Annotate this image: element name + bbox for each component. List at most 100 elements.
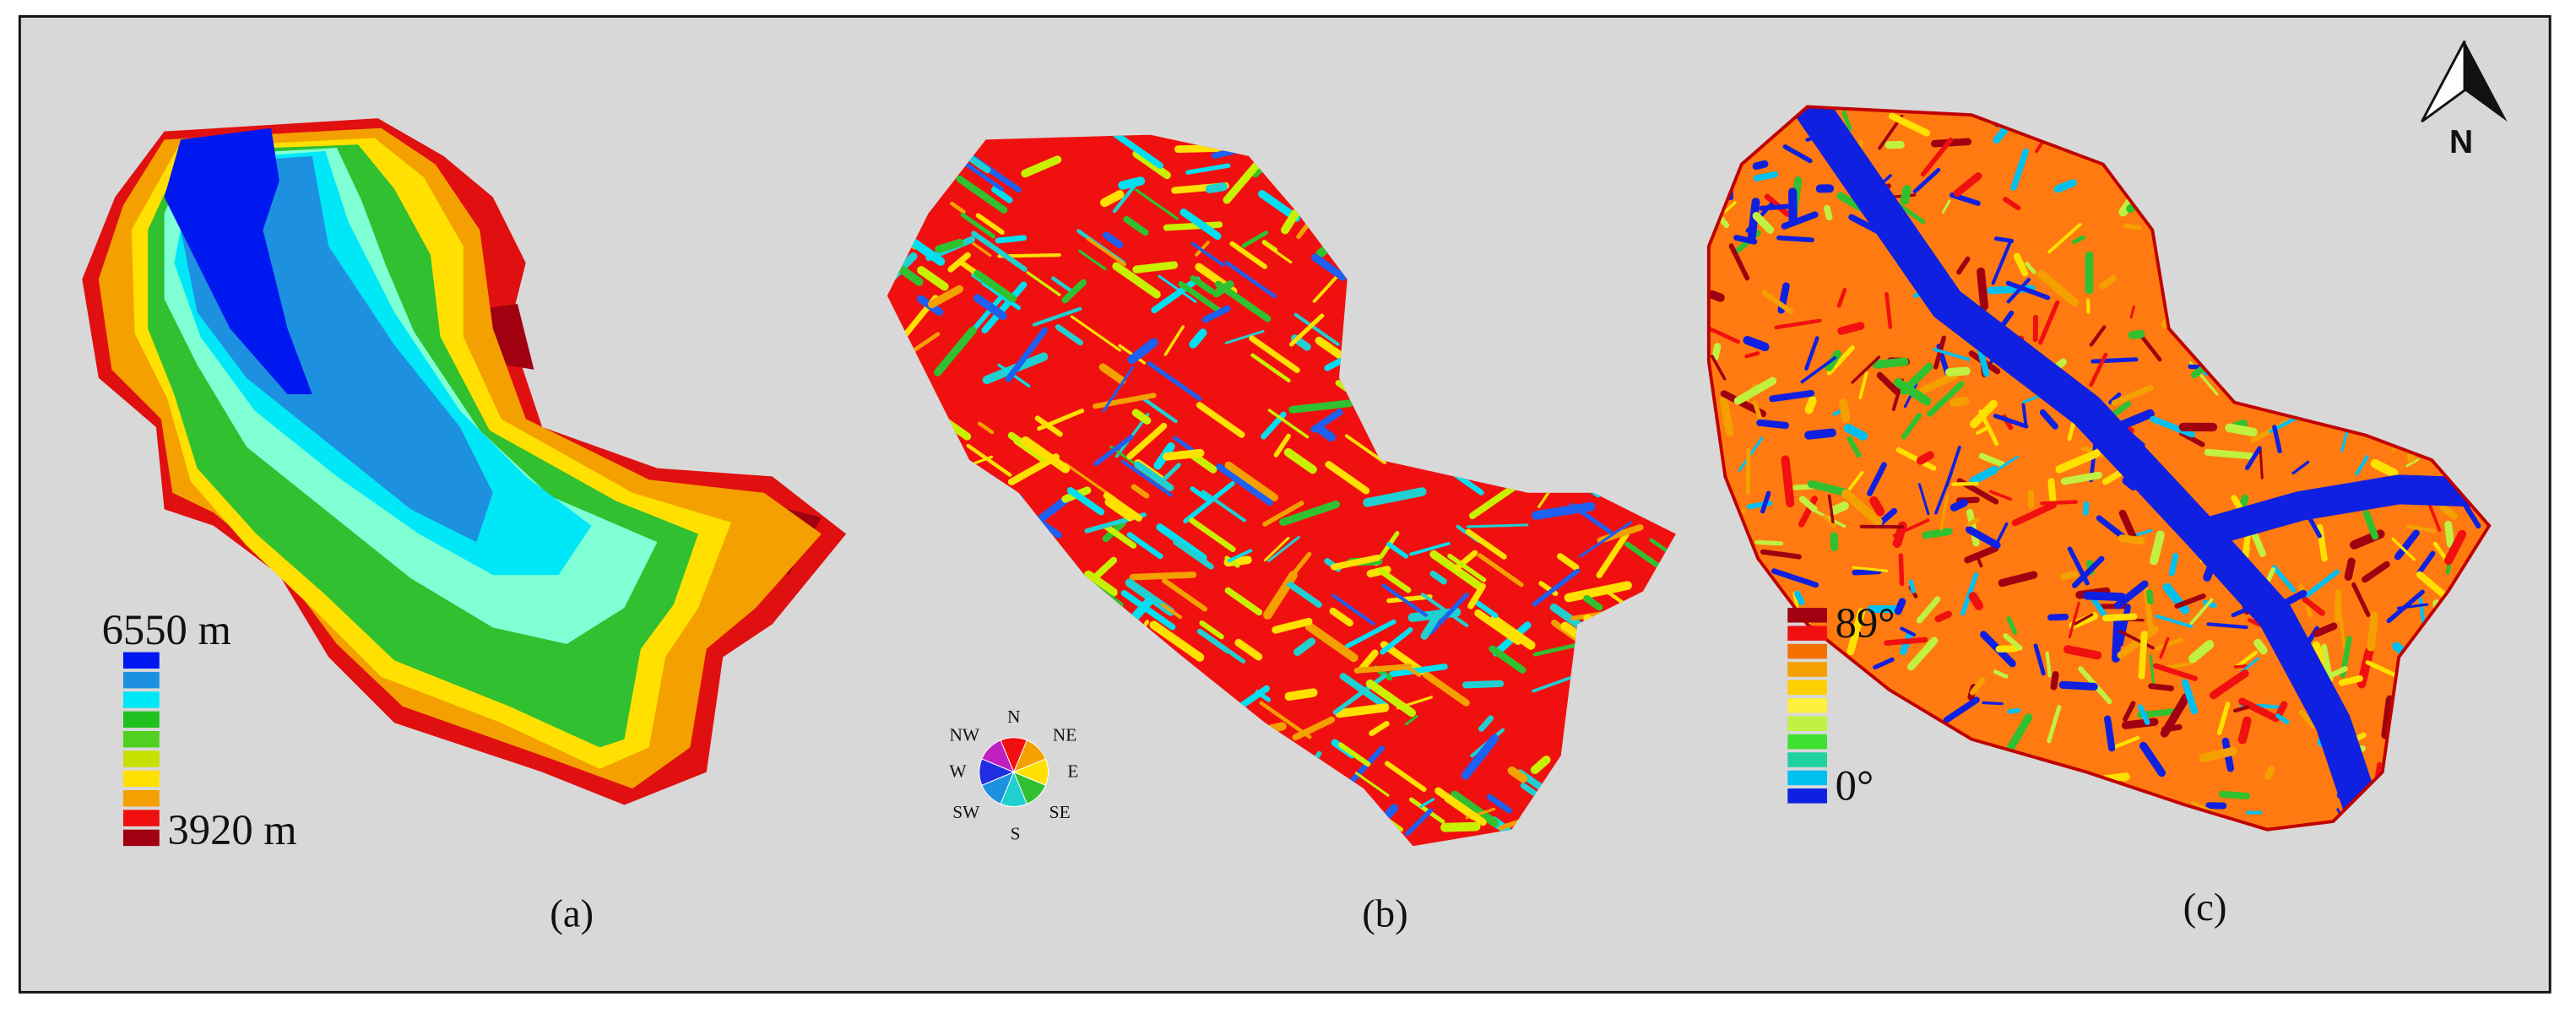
texture xyxy=(2050,671,2059,691)
texture xyxy=(1895,202,1926,225)
texture xyxy=(1968,592,1984,610)
texture xyxy=(1858,371,1868,399)
texture xyxy=(1728,243,1750,281)
texture xyxy=(973,269,1017,303)
texture xyxy=(1843,424,1868,441)
texture xyxy=(1380,627,1413,655)
texture xyxy=(2123,701,2136,722)
wheel-labels: N NE E SE S SW W NW xyxy=(949,707,1078,843)
texture xyxy=(1163,448,1205,461)
texture xyxy=(2113,580,2149,609)
texture xyxy=(1344,619,1396,649)
texture xyxy=(1331,593,1375,626)
direction: E xyxy=(1067,761,1078,781)
texture xyxy=(1991,240,2012,285)
direction: SE xyxy=(1049,802,1071,822)
texture xyxy=(2137,704,2150,725)
texture xyxy=(2271,565,2297,593)
texture xyxy=(1131,409,1152,425)
texture xyxy=(1969,465,1998,485)
texture xyxy=(2443,529,2467,566)
texture xyxy=(1293,637,1316,656)
texture xyxy=(2272,425,2282,454)
texture xyxy=(1927,381,1965,417)
texture xyxy=(2150,415,2195,438)
texture xyxy=(1852,566,1889,572)
texture xyxy=(1953,172,1982,198)
texture xyxy=(2355,455,2369,476)
texture xyxy=(1876,371,1901,396)
texture xyxy=(1760,549,1802,560)
texture xyxy=(1733,376,1777,405)
texture xyxy=(2011,501,2057,527)
texture xyxy=(1465,528,1507,560)
wedge xyxy=(981,739,1015,773)
texture xyxy=(1158,274,1197,303)
texture xyxy=(1556,553,1580,571)
texture xyxy=(2129,305,2135,319)
texture xyxy=(935,238,964,253)
texture xyxy=(1708,326,1740,344)
texture xyxy=(1895,447,1937,471)
texture xyxy=(1205,182,1228,193)
texture xyxy=(1428,593,1469,636)
texture xyxy=(917,266,949,291)
texture xyxy=(1624,541,1666,572)
texture xyxy=(1941,199,1951,214)
texture xyxy=(1249,335,1300,373)
texture xyxy=(2111,617,2123,663)
texture xyxy=(1151,276,1201,314)
texture xyxy=(1943,696,1980,723)
texture xyxy=(2204,448,2254,460)
slope-outline xyxy=(1706,105,2492,832)
texture xyxy=(995,235,1028,244)
texture xyxy=(1807,479,1851,497)
texture xyxy=(1123,215,1149,236)
texture xyxy=(1916,451,1934,465)
texture xyxy=(1747,198,1760,241)
swatch xyxy=(122,730,160,748)
swatch xyxy=(1787,716,1827,731)
texture xyxy=(1129,572,1197,581)
texture xyxy=(2089,325,2107,347)
texture xyxy=(1872,357,1909,369)
texture xyxy=(1093,393,1157,409)
texture xyxy=(2013,252,2029,277)
swatch xyxy=(1787,680,1827,696)
texture xyxy=(1189,328,1207,349)
texture xyxy=(1906,637,1939,671)
texture xyxy=(2416,550,2436,575)
texture xyxy=(2149,654,2156,686)
texture xyxy=(2109,401,2132,419)
texture xyxy=(2101,613,2138,622)
texture xyxy=(1901,412,1923,440)
texture xyxy=(2047,222,2082,254)
texture xyxy=(1419,798,1435,809)
texture xyxy=(973,294,1007,321)
texture xyxy=(1794,590,1805,606)
texture xyxy=(2209,669,2249,700)
texture xyxy=(2036,269,2080,307)
texture xyxy=(1190,275,1215,295)
texture xyxy=(966,443,1012,477)
texture xyxy=(1440,821,1481,832)
texture xyxy=(1250,353,1291,383)
texture xyxy=(1836,287,1847,308)
texture xyxy=(1102,231,1124,249)
texture xyxy=(1912,167,1941,194)
texture xyxy=(2405,458,2420,468)
texture xyxy=(1288,313,1325,347)
texture xyxy=(1993,669,2009,679)
texture xyxy=(2161,723,2183,733)
texture xyxy=(1450,790,1500,827)
texture xyxy=(2005,280,2051,301)
texture xyxy=(1823,204,1833,221)
texture xyxy=(1183,480,1235,524)
texture xyxy=(1478,715,1494,732)
swatch xyxy=(122,711,160,729)
texture xyxy=(1507,766,1527,783)
texture xyxy=(1978,452,2005,468)
texture xyxy=(1964,544,1999,564)
